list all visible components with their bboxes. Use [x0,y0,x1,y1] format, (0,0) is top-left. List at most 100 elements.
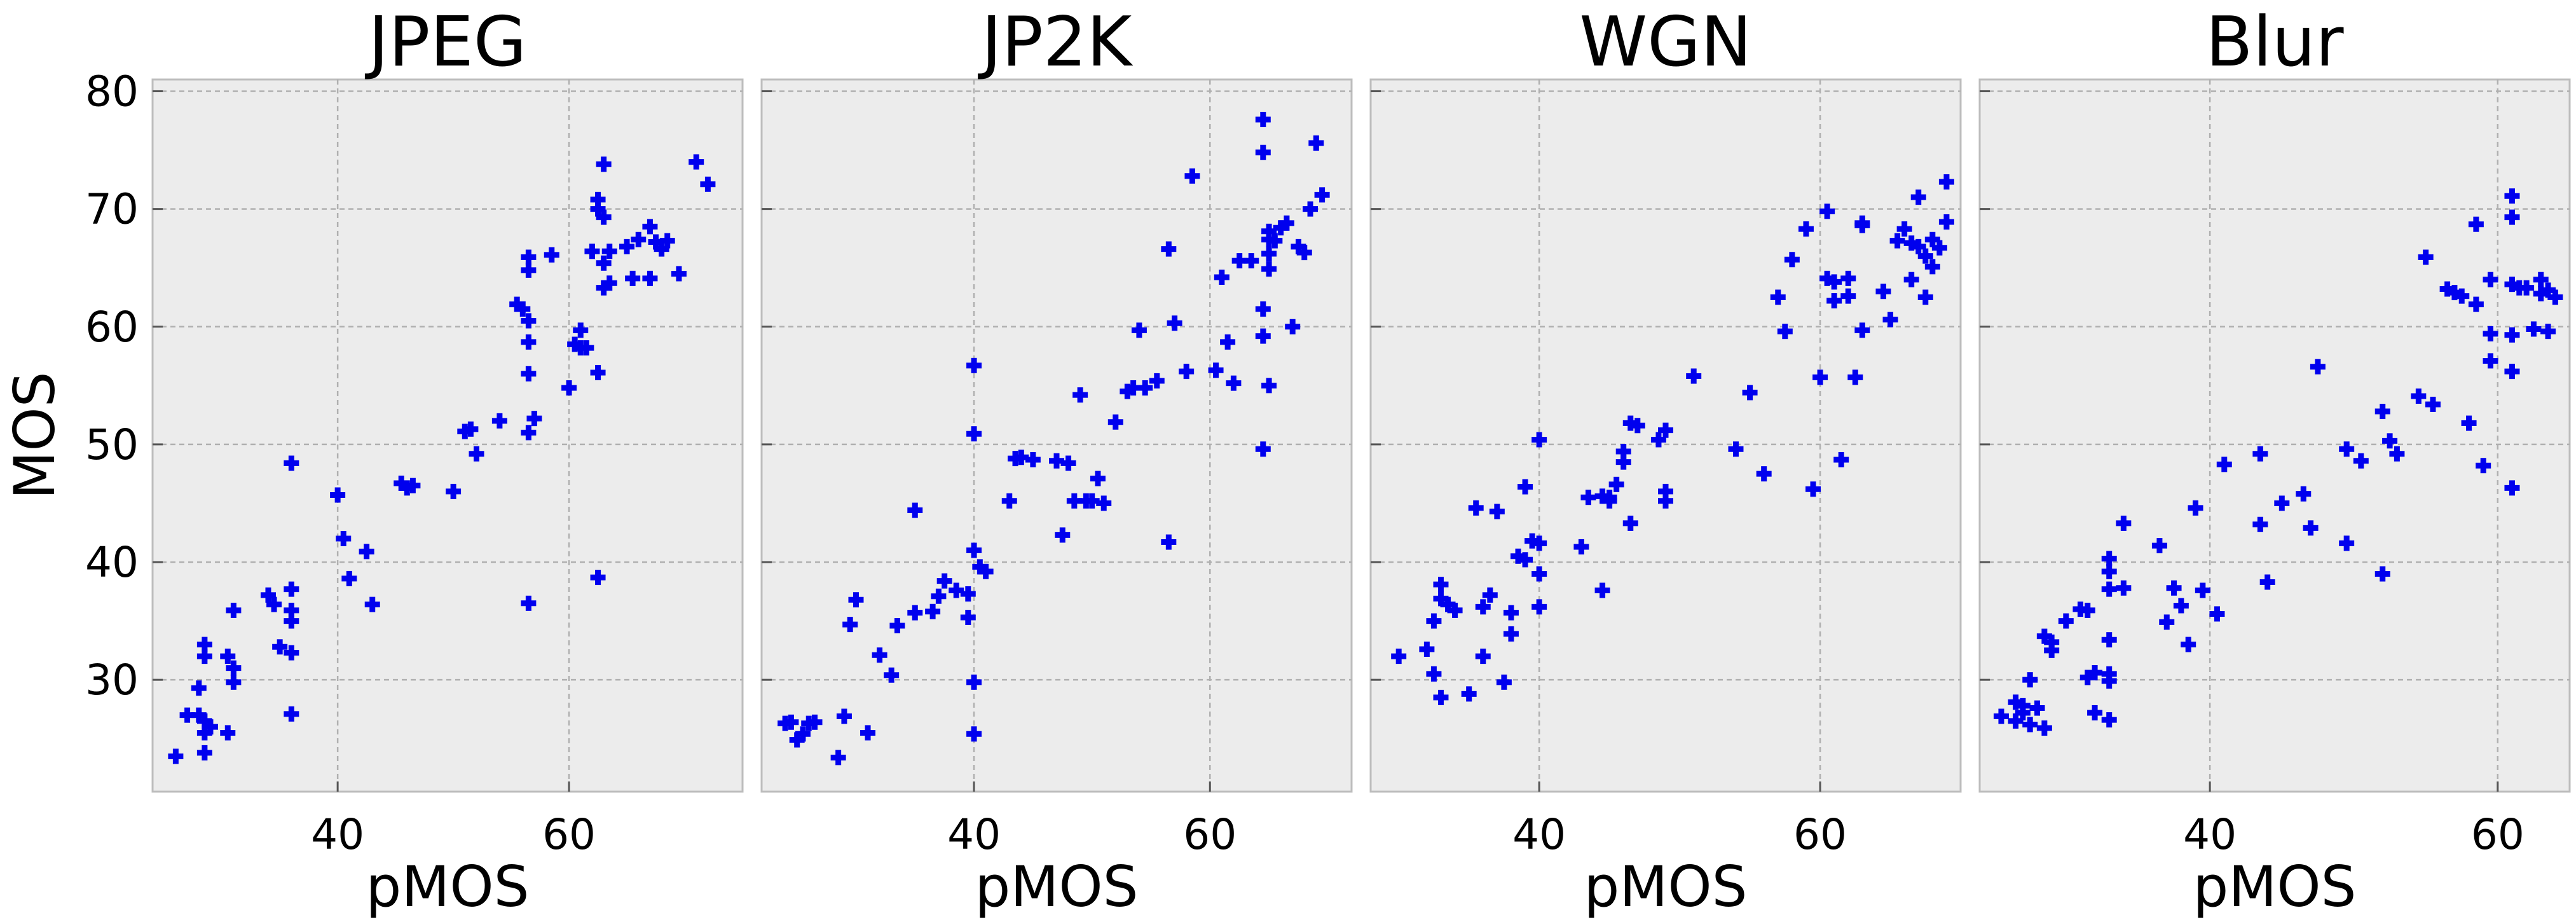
data-point [2468,296,2484,312]
data-point [1518,552,1533,568]
data-point [521,595,537,611]
data-point [2468,216,2484,232]
data-point [2058,613,2074,629]
data-point [2015,705,2031,720]
data-point [2504,364,2520,380]
data-point [1296,245,1312,261]
data-point [795,726,811,742]
data-point [1161,241,1177,257]
data-point [1391,649,1407,664]
data-point [2504,480,2520,496]
data-point [2533,272,2549,287]
data-point [2252,516,2268,532]
data-point [2101,673,2117,689]
data-point [2181,636,2196,652]
data-point [978,563,994,579]
data-point [1615,454,1631,470]
data-point [1220,334,1236,350]
data-point [619,238,635,254]
data-point [2374,404,2390,420]
data-point [405,478,421,493]
data-point [2195,582,2210,598]
plot-area [760,78,1353,793]
panel-title: WGN [1579,3,1751,82]
data-point [260,587,276,603]
chart-panel-2: 40 60 WGN pMOS [1369,3,1962,919]
data-point [2476,458,2491,474]
data-point [596,156,612,172]
data-point [654,241,669,257]
y-tick-label: 30 [85,656,139,705]
data-point [2310,359,2326,375]
data-point [2101,712,2117,728]
plot-area [1978,78,2571,793]
data-point [1308,135,1324,151]
data-point [446,483,462,499]
data-point [2296,486,2312,502]
panel-title: Blur [2206,3,2345,82]
data-point [561,380,577,396]
data-point [1060,455,1076,471]
data-point [2461,415,2477,431]
data-point [1847,369,1863,385]
data-point [191,680,207,696]
data-point [966,726,982,742]
data-point [2483,326,2498,341]
data-point [2526,321,2542,337]
data-point [1573,539,1589,554]
data-point [2087,665,2103,681]
data-point [463,421,479,437]
data-point [966,674,982,690]
data-point [1025,451,1041,467]
data-point [1531,599,1547,615]
data-point [2252,446,2268,462]
data-point [2209,606,2225,622]
data-point [1433,689,1449,705]
data-point [2022,672,2038,688]
data-point [1179,364,1195,380]
data-point [590,201,606,217]
data-point [1107,414,1123,430]
data-point [2389,446,2405,462]
data-point [1777,324,1793,340]
data-point [1255,301,1271,317]
data-point [1261,245,1277,261]
data-point [1826,293,1842,309]
data-point [202,719,218,735]
data-point [1826,274,1842,290]
data-point [469,446,484,462]
y-tick-label: 40 [85,538,139,587]
data-point [521,249,537,265]
data-point [1503,605,1519,621]
data-point [1496,674,1512,690]
data-point [1854,215,1870,231]
data-point [931,588,947,604]
data-point [907,605,923,621]
data-point [700,176,716,192]
data-point [1686,368,1702,384]
data-point [2504,327,2520,343]
data-point [2166,580,2182,596]
data-point [1819,203,1835,219]
data-point [284,613,299,629]
data-point [659,233,675,249]
y-tick-label: 50 [85,420,139,469]
data-point [2101,632,2117,648]
data-point [2519,280,2535,296]
data-point [2188,500,2203,516]
data-point [1770,289,1786,305]
x-tick-label: 40 [2183,810,2237,859]
data-point [1658,422,1673,438]
data-point [2259,574,2275,590]
x-axis-label: pMOS [2193,854,2357,919]
data-point [1255,144,1271,160]
data-point [2036,720,2052,736]
data-point [2159,614,2175,630]
data-point [1805,481,1821,497]
data-point [1131,322,1147,338]
data-point [1840,288,1856,304]
x-tick-label: 40 [947,810,1001,859]
data-point [642,219,658,235]
data-point [671,266,687,282]
